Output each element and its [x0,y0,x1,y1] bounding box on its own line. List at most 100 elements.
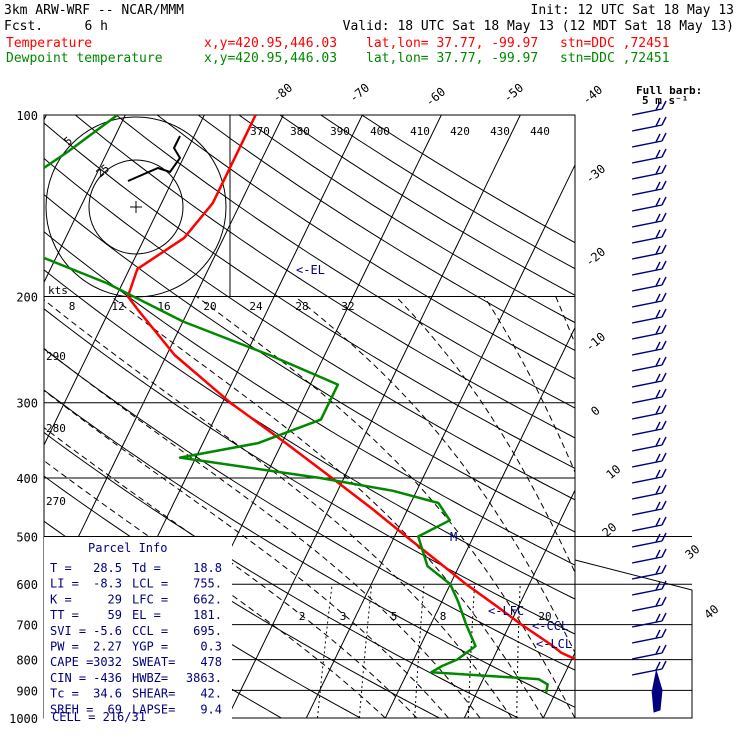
mixing-ratio-line [317,584,333,719]
dry-adiabat-line [74,115,575,439]
valid-time: Valid: 18 UTC Sat 18 May 13 (12 MDT Sat … [343,19,734,34]
legend-temperature-latlon: lat,lon= 37.77, -99.97 [366,36,538,51]
wind-barb-feather [655,645,661,655]
wind-barb-staff [631,332,663,340]
wind-barb [631,420,667,436]
wind-barb-feather [661,340,667,350]
parcel-info-value: SREH = [50,702,93,716]
parcel-info-value: CCL = [132,624,168,638]
isotherm-line [44,115,205,447]
pressure-tick-label: 100 [16,109,38,123]
wind-barb-feather [655,533,661,543]
wind-barb-feather [661,484,667,494]
isotherm-label: 40 [701,602,721,622]
parcel-info-value: -5.6 [93,624,122,638]
wind-barb [631,212,667,228]
wind-barb-feather [661,596,667,606]
wind-barb-staff [631,284,663,292]
wind-barb [631,100,667,116]
parcel-info-value: 2.27 [93,640,122,654]
mixing-ratio-line [414,584,425,719]
wind-barb-feather [655,293,661,303]
theta-label: 380 [290,125,310,138]
dry-adiabat-line [44,231,575,566]
isotherm-line [305,163,575,719]
wind-barb [631,484,667,500]
wind-barb [631,372,667,388]
wind-barb-staff [631,492,663,500]
hodograph-speed-tick: 28 [295,300,308,313]
parcel-info-value: K = [50,592,72,606]
wind-barb [631,564,667,580]
wind-barb-feather [661,276,667,286]
wind-barb-staff [631,508,663,516]
mixing-ratio-label: 2 [299,610,306,623]
wind-barb-staff [631,620,663,628]
parcel-info-value: T = [50,561,72,575]
parcel-info-value: YGP = [132,640,168,654]
wind-barb-feather [655,453,661,463]
parcel-info-value: 3032 [93,655,122,669]
parcel-info-value: LFC = [132,592,168,606]
wind-barb-feather [655,341,661,351]
mixing-ratio-line [516,584,521,719]
wind-barb-feather [661,548,667,558]
mixing-ratio-label: 8 [440,610,447,623]
moist-adiabat-line [294,296,575,654]
wind-barb-feather [655,597,661,607]
parcel-info-title: Parcel Info [88,541,167,555]
frame-extension [574,536,693,719]
wind-barb-feather [655,133,661,143]
wind-barb-feather [661,148,667,158]
isotherm-line [226,115,521,719]
wind-barb-feather [655,389,661,399]
wind-barb-feather [661,436,667,446]
wind-barb-feather [655,549,661,559]
wind-barb-feather [655,661,661,671]
pressure-tick-label: 500 [16,530,38,544]
wind-barb [631,628,667,644]
wind-barb-staff [631,172,663,180]
wind-barb-feather [655,197,661,207]
wind-barb-feather [655,517,661,527]
pressure-tick-label: 1000 [9,712,38,726]
hodograph-ring-label: 5 [62,134,75,148]
hodograph-speed-axis-label: kts [48,284,68,297]
isotherm-line [622,115,740,718]
forecast-label: Fcst. [4,19,43,34]
wind-barb-feather [661,628,667,638]
isotherm-label: -20 [583,245,609,270]
wind-barb [631,660,667,676]
wind-barb-staff [631,364,663,372]
wind-barb-feather [661,452,667,462]
dry-adiabat-line [44,269,575,600]
moist-adiabat-line [196,296,575,719]
isotherm-line [542,651,575,719]
wind-barb-staff [631,108,663,116]
dry-adiabat-line [115,115,575,409]
wind-barb-feather [655,277,661,287]
parcel-info-value: 695. [193,624,222,638]
parcel-info-value: 29 [108,592,122,606]
dry-adiabat-line [44,308,575,635]
wind-barb-feather [655,181,661,191]
wind-barb-feather [661,612,667,622]
legend-dewpoint-xy: x,y=420.95,446.03 [204,51,337,66]
lfc-marker: <-LFC [488,604,524,618]
wind-barb-staff [631,540,663,548]
wind-barb-staff [631,268,663,276]
hodograph-speed-tick: 12 [111,300,124,313]
hodograph-speed-tick: 32 [341,300,354,313]
isotherm-line [463,489,575,719]
parcel-info-value: SHEAR= [132,687,175,701]
parcel-info-value: 3863. [186,671,222,685]
parcel-info-value: 181. [193,608,222,622]
wind-barb [631,164,667,180]
wind-barb-feather [655,309,661,319]
wind-barb-feather [655,613,661,623]
wind-barb [631,404,667,420]
wind-barb [631,644,667,660]
wind-barb [631,132,667,148]
wind-barb-staff [631,572,663,580]
mixing-ratio-line [580,584,581,718]
